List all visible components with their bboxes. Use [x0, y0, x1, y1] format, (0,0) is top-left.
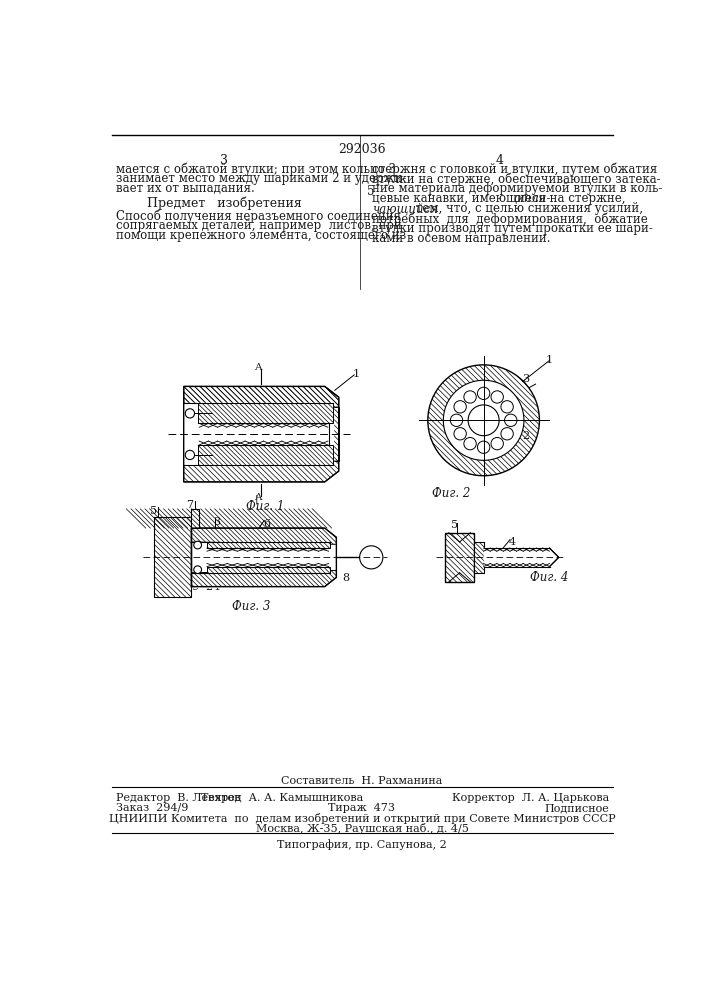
Bar [192, 509, 199, 528]
Polygon shape [207, 567, 330, 573]
Text: 1: 1 [213, 582, 221, 592]
Text: 2: 2 [210, 408, 217, 418]
Polygon shape [484, 548, 549, 567]
Polygon shape [207, 548, 329, 567]
Text: Подписное: Подписное [544, 803, 609, 813]
Circle shape [505, 414, 517, 426]
Circle shape [477, 441, 490, 453]
Text: Фиг. 2: Фиг. 2 [432, 487, 470, 500]
Text: 3: 3 [522, 374, 530, 384]
Circle shape [360, 546, 383, 569]
Polygon shape [192, 509, 199, 528]
Text: 4: 4 [495, 154, 503, 167]
Polygon shape [332, 407, 339, 461]
Text: помощи крепежного элемента, состоящего из: помощи крепежного элемента, состоящего и… [116, 229, 407, 242]
Text: 1: 1 [353, 369, 360, 379]
Text: 2: 2 [210, 450, 217, 460]
Polygon shape [192, 528, 337, 544]
Circle shape [454, 401, 467, 413]
Circle shape [464, 391, 477, 403]
Polygon shape [184, 403, 332, 465]
Text: Типография, пр. Сапунова, 2: Типография, пр. Сапунова, 2 [277, 839, 447, 850]
Text: Москва, Ж-35, Раушская наб., д. 4/5: Москва, Ж-35, Раушская наб., д. 4/5 [255, 823, 469, 834]
Text: 1: 1 [546, 355, 553, 365]
Text: 2: 2 [522, 431, 530, 441]
Text: 9: 9 [192, 582, 199, 592]
Text: Редактор  В. Левятов: Редактор В. Левятов [116, 793, 240, 803]
Text: втулки на стержне, обеспечивающего затека-: втулки на стержне, обеспечивающего затек… [372, 172, 660, 186]
Text: тем, что, с целью снижения усилий,: тем, что, с целью снижения усилий, [411, 202, 643, 215]
Circle shape [501, 401, 513, 413]
Polygon shape [207, 542, 330, 548]
Text: Корректор  Л. А. Царькова: Корректор Л. А. Царькова [452, 793, 609, 803]
Text: стержня с головкой и втулки, путем обжатия: стержня с головкой и втулки, путем обжат… [372, 162, 658, 176]
Text: занимает место между шариками 2 и удержи-: занимает место между шариками 2 и удержи… [116, 172, 407, 185]
Text: 5: 5 [451, 520, 458, 530]
Circle shape [450, 414, 462, 426]
Polygon shape [192, 570, 337, 587]
Text: 7: 7 [186, 500, 193, 510]
Circle shape [477, 387, 490, 400]
Text: 8: 8 [343, 573, 350, 583]
Text: Предмет   изобретения: Предмет изобретения [146, 196, 301, 210]
Text: A: A [255, 493, 262, 502]
Circle shape [464, 437, 477, 450]
Polygon shape [184, 386, 339, 407]
Polygon shape [184, 461, 339, 482]
Text: цевые канавки, имеющиеся на стержне,: цевые канавки, имеющиеся на стержне, [372, 192, 629, 205]
Circle shape [194, 541, 201, 549]
Text: Способ получения неразъемного соединения: Способ получения неразъемного соединения [116, 209, 402, 223]
Text: 2: 2 [206, 582, 213, 592]
Text: ками в осевом направлении.: ками в осевом направлении. [372, 232, 551, 245]
Text: |: | [255, 494, 258, 504]
Polygon shape [154, 517, 192, 597]
Bar [192, 509, 199, 528]
Polygon shape [445, 533, 474, 582]
Circle shape [491, 437, 503, 450]
Text: Техред  А. А. Камышникова: Техред А. А. Камышникова [201, 793, 363, 803]
Text: 4: 4 [508, 537, 515, 547]
Polygon shape [184, 386, 339, 482]
Circle shape [468, 405, 499, 436]
Text: Составитель  Н. Рахманина: Составитель Н. Рахманина [281, 776, 443, 786]
Polygon shape [198, 423, 329, 445]
Text: A: A [255, 363, 262, 372]
Circle shape [501, 428, 513, 440]
Polygon shape [198, 403, 332, 423]
Text: Тираж  473: Тираж 473 [329, 803, 395, 813]
Circle shape [428, 365, 539, 476]
Text: 292036: 292036 [338, 143, 386, 156]
Text: Фиг. 3: Фиг. 3 [232, 600, 270, 613]
Text: 5: 5 [151, 506, 158, 516]
Text: 3: 3 [220, 154, 228, 167]
Text: 5: 5 [368, 185, 375, 198]
Polygon shape [192, 528, 337, 587]
Polygon shape [198, 445, 332, 465]
Text: мается с обжатой втулки; при этом кольцо 3: мается с обжатой втулки; при этом кольцо… [116, 162, 397, 176]
Text: ние материала деформируемой втулки в коль-: ние материала деформируемой втулки в кол… [372, 182, 662, 195]
Circle shape [454, 428, 467, 440]
Circle shape [185, 450, 194, 460]
Polygon shape [474, 542, 484, 573]
Text: 6: 6 [263, 519, 270, 529]
Polygon shape [549, 548, 559, 567]
Text: чающийся: чающийся [372, 202, 438, 215]
Circle shape [185, 409, 194, 418]
Text: Фиг. 4: Фиг. 4 [530, 571, 568, 584]
Circle shape [194, 566, 201, 574]
Text: вает их от выпадания.: вает их от выпадания. [116, 182, 255, 195]
Circle shape [443, 380, 524, 460]
Text: втулки производят путем прокатки ее шари-: втулки производят путем прокатки ее шари… [372, 222, 653, 235]
Text: потребных  для  деформирования,  обжатие: потребных для деформирования, обжатие [372, 212, 648, 226]
Text: отли-: отли- [514, 192, 551, 205]
Circle shape [491, 391, 503, 403]
Text: сопрягаемых деталей, например  листов, при: сопрягаемых деталей, например листов, пр… [116, 219, 402, 232]
Text: ЦНИИПИ Комитета  по  делам изобретений и открытий при Совете Министров СССР: ЦНИИПИ Комитета по делам изобретений и о… [109, 813, 615, 824]
Text: Заказ  294/9: Заказ 294/9 [116, 803, 189, 813]
Text: Фиг. 1: Фиг. 1 [246, 500, 284, 513]
Text: 3: 3 [213, 517, 221, 527]
